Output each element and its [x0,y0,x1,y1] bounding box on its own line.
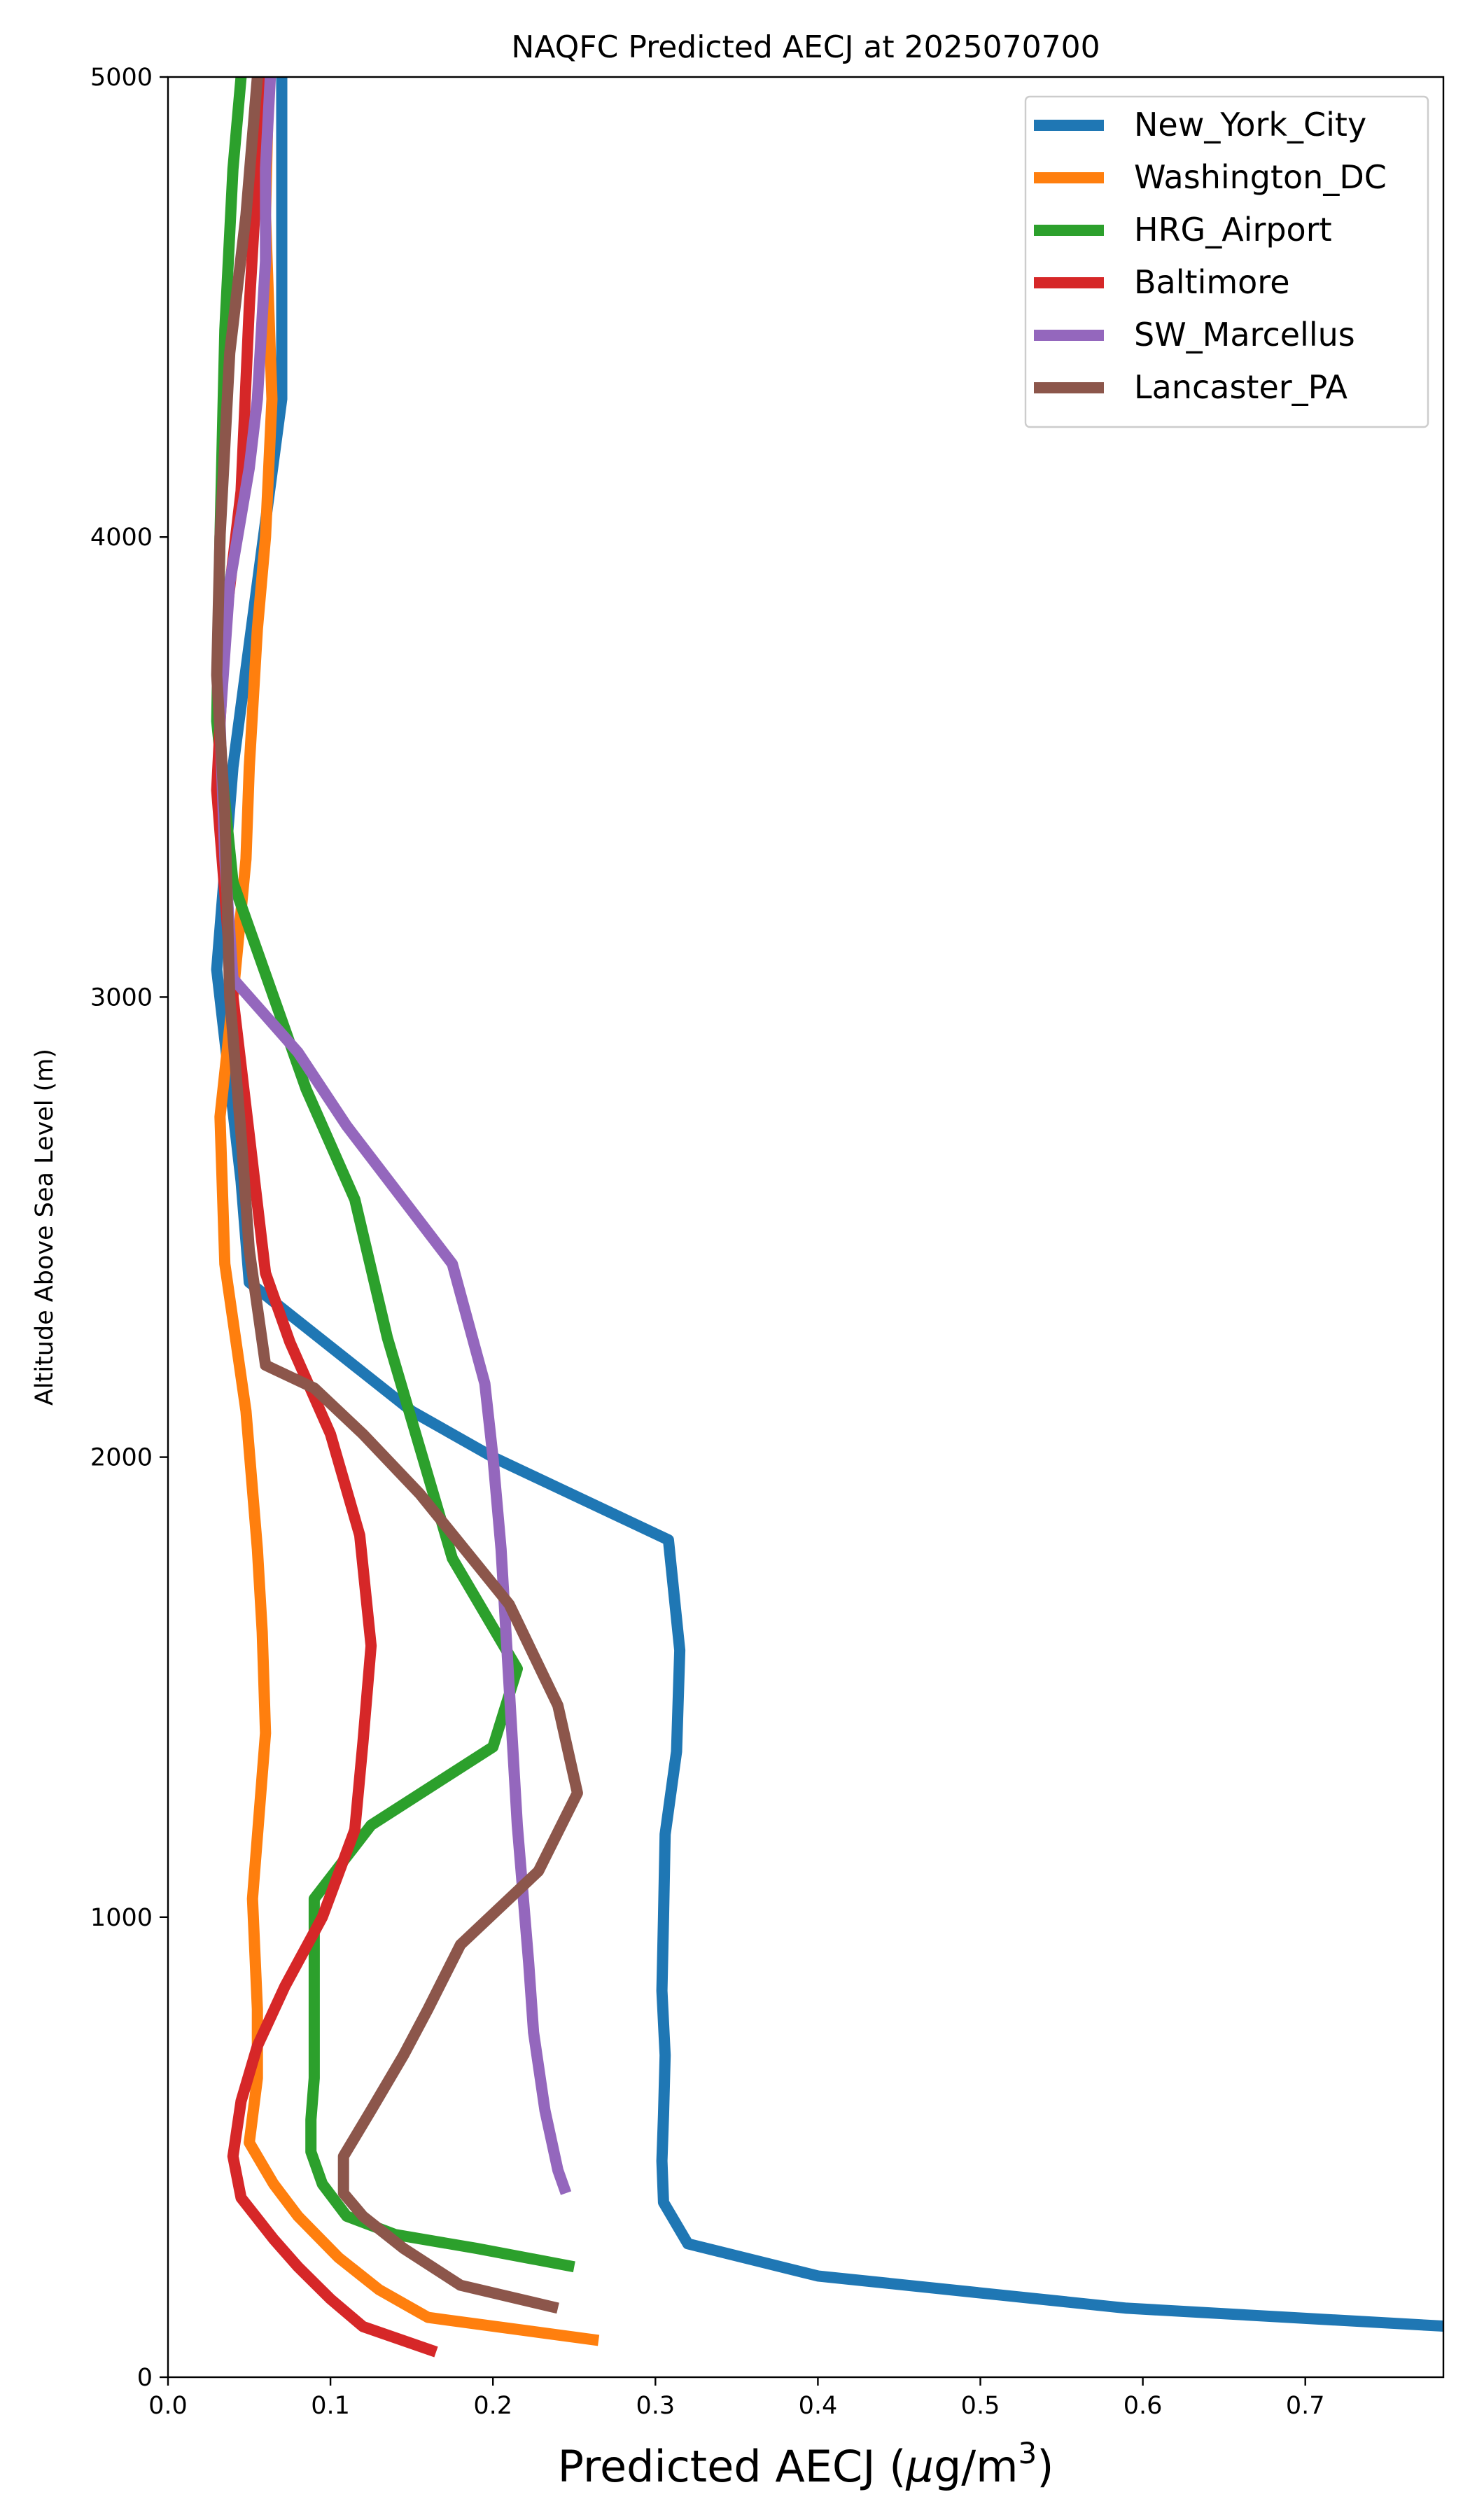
x-axis-ticks: 0.0 0.1 0.2 0.3 0.4 0.5 0.6 0.7 [148,2377,1325,2420]
legend-frame [1024,95,1429,428]
plot-frame [167,76,1445,2379]
x-tick-label: 0.5 [961,2392,1000,2420]
series-line-4 [214,77,572,2195]
x-axis-label-main: Predicted AECJ ( [558,2441,906,2492]
series-line-1 [214,77,600,2346]
x-tick-label: 0.2 [473,2392,512,2420]
legend-label: New_York_City [1134,106,1366,144]
series-line-0 [211,77,1443,2332]
chart-title: NAQFC Predicted AECJ at 2025070700 [511,29,1100,65]
x-axis-label-sup: 3 [1018,2436,1037,2470]
y-tick-label: 3000 [90,983,153,1011]
legend: New_York_City Washington_DC HRG_Airport Bal… [1024,95,1429,428]
y-axis-ticks: 0 1000 2000 3000 4000 5000 [90,64,168,2392]
x-tick-label: 0.3 [636,2392,675,2420]
x-axis-label-mu: μ [905,2441,933,2492]
y-axis-label: Altitude Above Sea Level (m) [31,1049,59,1406]
x-tick-label: 0.0 [148,2392,188,2420]
x-tick-label: 0.6 [1124,2392,1163,2420]
x-axis-label-unit: g/m [934,2441,1018,2492]
y-tick-label: 4000 [90,524,153,552]
y-tick-label: 1000 [90,1904,153,1932]
legend-label: SW_Marcellus [1134,316,1355,354]
series-line-5 [211,77,583,2314]
series-layer [211,77,1443,2358]
x-tick-label: 0.7 [1286,2392,1325,2420]
x-tick-label: 0.4 [799,2392,838,2420]
x-tick-label: 0.1 [311,2392,350,2420]
legend-label: Lancaster_PA [1134,368,1348,406]
y-tick-label: 5000 [90,64,153,92]
legend-label: Baltimore [1134,263,1290,301]
legend-label: HRG_Airport [1134,211,1332,248]
y-tick-label: 0 [137,2364,153,2392]
x-axis-label: Predicted AECJ (μg/m3) [558,2436,1054,2492]
y-tick-label: 2000 [90,1444,153,1472]
x-axis-label-close: ) [1037,2441,1054,2492]
legend-label: Washington_DC [1134,158,1387,196]
